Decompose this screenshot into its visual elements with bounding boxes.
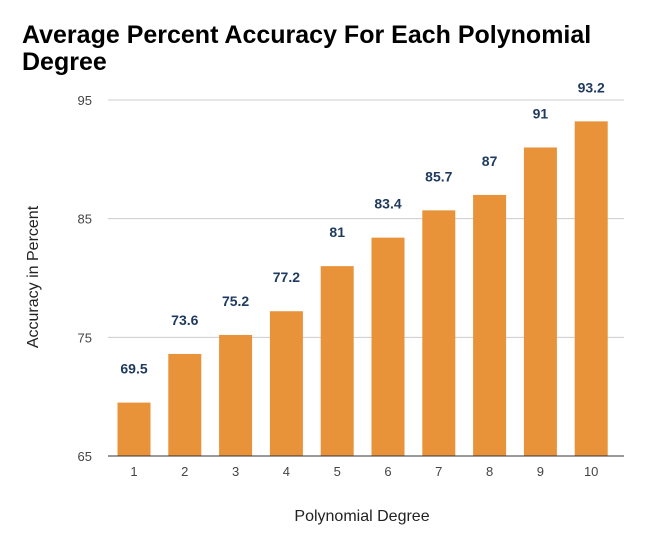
data-label-8: 87: [482, 153, 498, 169]
x-tick-label: 10: [584, 464, 598, 479]
bar-8: [473, 194, 507, 456]
x-tick-label: 6: [384, 464, 391, 479]
bar-3: [219, 334, 253, 456]
data-label-10: 93.2: [578, 79, 605, 95]
data-label-4: 77.2: [273, 269, 300, 285]
x-tick-label: 9: [537, 464, 544, 479]
x-axis-title: Polynomial Degree: [294, 508, 429, 525]
x-axis-ticks: 1 2 3 4 5 6 7 8 9 10: [130, 464, 598, 479]
x-tick-label: 8: [486, 464, 493, 479]
data-label-5: 81: [329, 224, 345, 240]
bars: [108, 121, 624, 457]
data-label-2: 73.6: [171, 312, 198, 328]
y-axis-title: Accuracy in Percent: [25, 205, 42, 348]
y-tick-label: 95: [78, 93, 92, 108]
y-tick-label: 75: [78, 330, 92, 345]
data-labels: 69.5 73.6 75.2 77.2 81 83.4 85.7 87 91 93.2: [120, 79, 605, 376]
y-tick-label: 85: [78, 212, 92, 227]
x-tick-label: 2: [181, 464, 188, 479]
y-axis-ticks: 65 75 85 95: [78, 93, 92, 464]
bar-9: [523, 147, 557, 456]
bar-4: [269, 311, 303, 456]
data-label-1: 69.5: [120, 361, 147, 377]
data-label-3: 75.2: [222, 293, 249, 309]
x-tick-label: 4: [283, 464, 290, 479]
x-tick-label: 3: [232, 464, 239, 479]
data-label-6: 83.4: [374, 196, 401, 212]
data-label-9: 91: [533, 105, 549, 121]
x-tick-label: 5: [334, 464, 341, 479]
bar-5: [320, 266, 354, 456]
bar-10: [574, 121, 608, 457]
x-tick-label: 7: [435, 464, 442, 479]
bar-7: [422, 210, 456, 456]
x-tick-label: 1: [130, 464, 137, 479]
bar-6: [371, 237, 405, 456]
data-label-7: 85.7: [425, 168, 452, 184]
y-tick-label: 65: [78, 449, 92, 464]
bar-2: [168, 353, 202, 456]
chart-title: Average Percent Accuracy For Each Polyno…: [22, 21, 592, 76]
bar-1: [117, 402, 151, 456]
